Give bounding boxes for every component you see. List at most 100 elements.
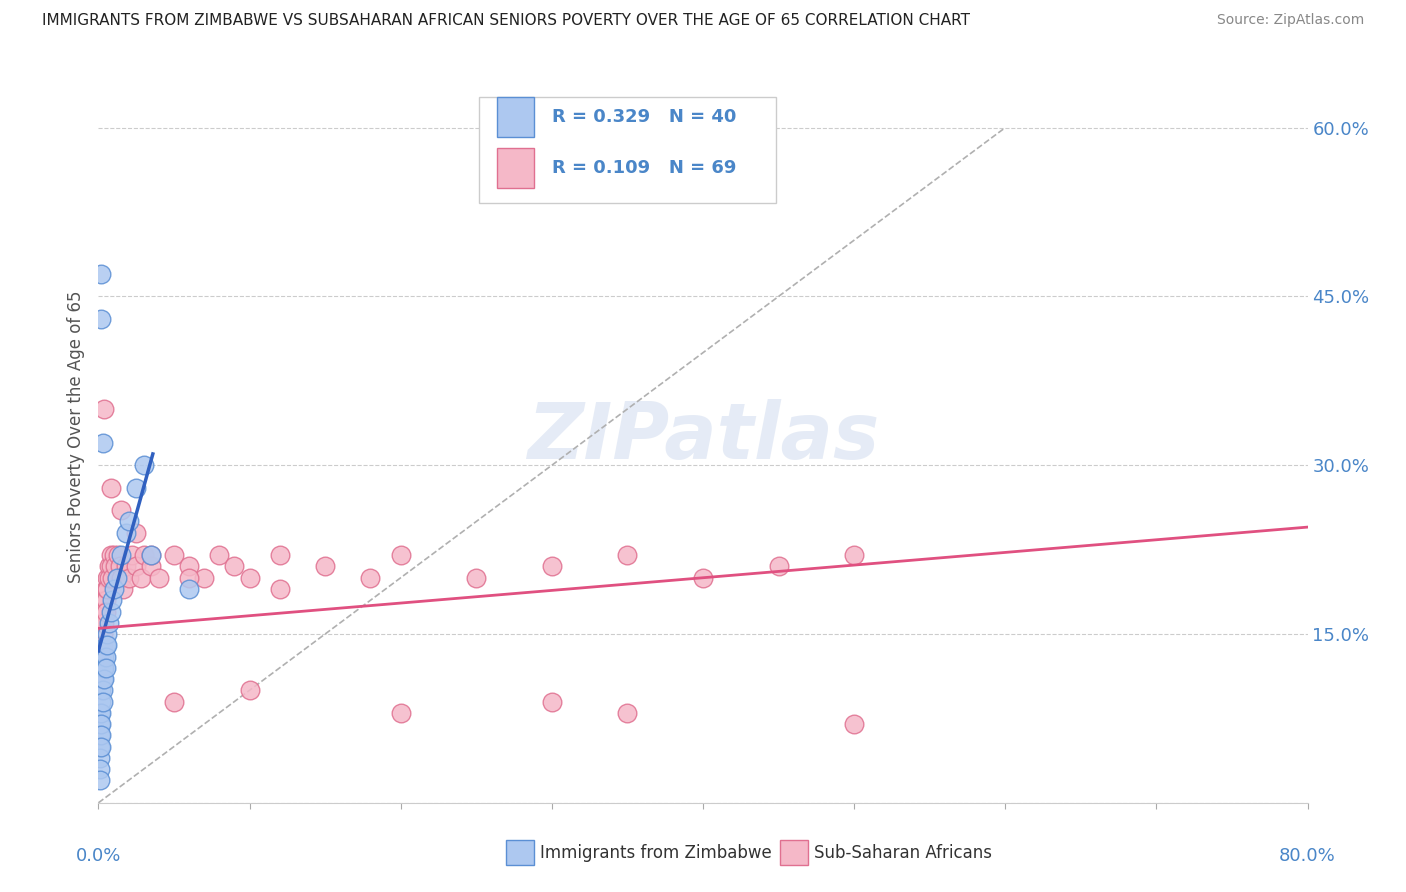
Text: R = 0.329   N = 40: R = 0.329 N = 40: [551, 108, 737, 126]
Point: [96, 627, 118, 641]
Point: [91, 661, 114, 675]
Point: [89, 638, 111, 652]
Point: [93, 593, 115, 607]
Point: [90, 267, 112, 281]
Point: [103, 582, 125, 596]
Point: [90, 638, 112, 652]
Text: Immigrants from Zimbabwe: Immigrants from Zimbabwe: [540, 844, 772, 862]
Point: [96, 571, 118, 585]
Point: [360, 571, 382, 585]
Point: [616, 706, 638, 720]
Point: [269, 582, 291, 596]
Point: [94, 582, 117, 596]
Point: [239, 571, 262, 585]
Point: [90, 627, 112, 641]
Point: [89, 751, 111, 765]
Point: [96, 582, 118, 596]
Point: [314, 559, 336, 574]
Point: [132, 458, 155, 473]
Point: [89, 649, 111, 664]
Text: Sub-Saharan Africans: Sub-Saharan Africans: [814, 844, 993, 862]
Point: [125, 559, 148, 574]
Point: [163, 694, 186, 708]
Point: [129, 571, 152, 585]
Point: [90, 728, 112, 742]
Point: [90, 717, 112, 731]
Point: [89, 762, 111, 776]
Point: [90, 739, 112, 754]
Point: [89, 739, 111, 754]
Point: [94, 605, 117, 619]
Point: [90, 312, 112, 326]
Point: [100, 481, 122, 495]
Text: Source: ZipAtlas.com: Source: ZipAtlas.com: [1216, 13, 1364, 28]
Point: [110, 548, 132, 562]
Point: [89, 672, 111, 686]
Point: [105, 571, 128, 585]
Point: [118, 515, 141, 529]
Point: [103, 548, 125, 562]
Point: [89, 728, 111, 742]
Point: [98, 559, 121, 574]
Point: [93, 672, 115, 686]
Text: 0.0%: 0.0%: [76, 847, 121, 864]
Point: [96, 638, 118, 652]
Point: [224, 559, 246, 574]
Point: [121, 548, 143, 562]
Point: [114, 559, 136, 574]
Point: [163, 548, 186, 562]
Point: [465, 571, 488, 585]
Point: [104, 559, 127, 574]
FancyBboxPatch shape: [479, 97, 776, 203]
Point: [141, 548, 163, 562]
Point: [177, 559, 201, 574]
Point: [91, 683, 114, 698]
Point: [98, 615, 121, 630]
Point: [91, 435, 114, 450]
Point: [91, 627, 114, 641]
Point: [90, 649, 112, 664]
Point: [93, 661, 115, 675]
Point: [93, 615, 115, 630]
FancyBboxPatch shape: [498, 97, 534, 137]
Point: [540, 559, 562, 574]
Point: [768, 559, 790, 574]
Point: [100, 559, 122, 574]
Point: [616, 548, 638, 562]
Point: [89, 773, 111, 788]
FancyBboxPatch shape: [498, 148, 534, 188]
Point: [692, 571, 714, 585]
Point: [100, 605, 122, 619]
Point: [93, 649, 115, 664]
Point: [540, 694, 562, 708]
Point: [148, 571, 170, 585]
Point: [193, 571, 215, 585]
Point: [94, 593, 117, 607]
Point: [132, 548, 155, 562]
Point: [239, 683, 262, 698]
Point: [90, 706, 112, 720]
Point: [111, 582, 134, 596]
Y-axis label: Seniors Poverty Over the Age of 65: Seniors Poverty Over the Age of 65: [66, 291, 84, 583]
Point: [94, 661, 117, 675]
Point: [89, 706, 111, 720]
Point: [125, 525, 148, 540]
Point: [269, 548, 291, 562]
Text: R = 0.109   N = 69: R = 0.109 N = 69: [551, 160, 737, 178]
Point: [141, 559, 163, 574]
Point: [90, 615, 112, 630]
Point: [844, 548, 866, 562]
Point: [94, 638, 117, 652]
Point: [94, 649, 117, 664]
Point: [108, 559, 131, 574]
Point: [125, 481, 148, 495]
Point: [118, 571, 141, 585]
Text: ZIPatlas: ZIPatlas: [527, 399, 879, 475]
Point: [105, 571, 128, 585]
Point: [389, 548, 412, 562]
Point: [98, 571, 121, 585]
Text: IMMIGRANTS FROM ZIMBABWE VS SUBSAHARAN AFRICAN SENIORS POVERTY OVER THE AGE OF 6: IMMIGRANTS FROM ZIMBABWE VS SUBSAHARAN A…: [42, 13, 970, 29]
Point: [177, 582, 201, 596]
Point: [389, 706, 412, 720]
Point: [100, 548, 122, 562]
